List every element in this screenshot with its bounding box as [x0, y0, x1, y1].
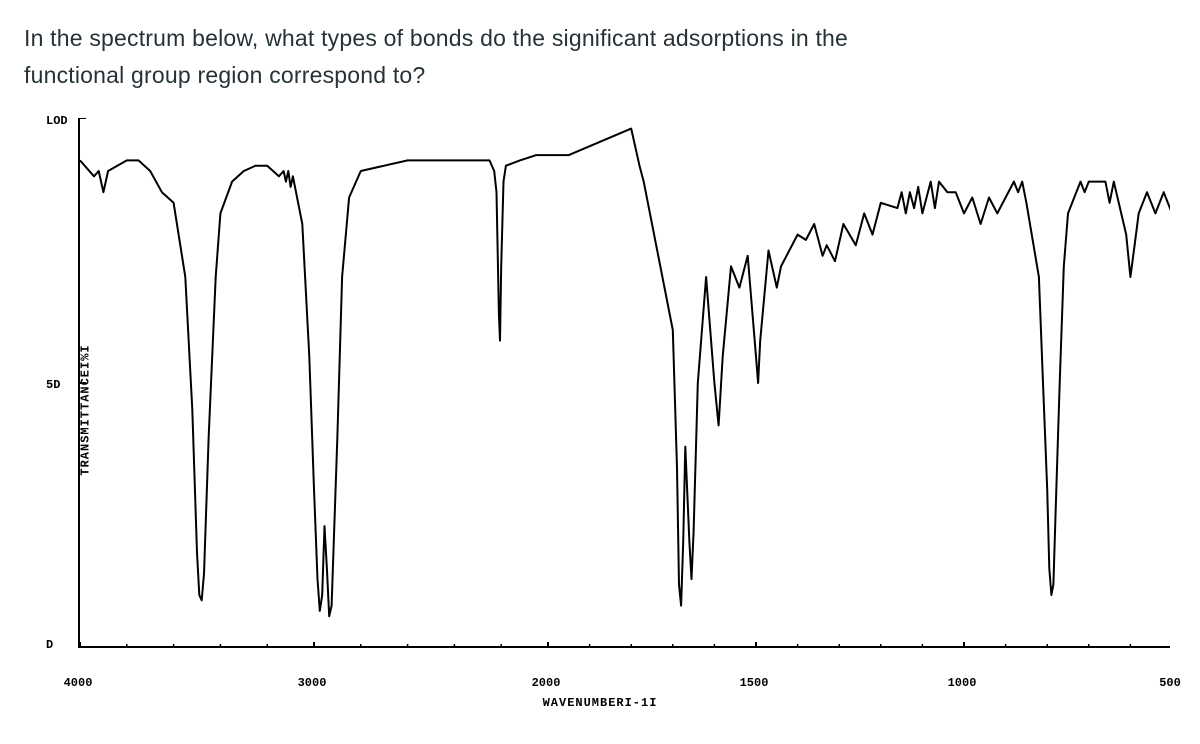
x-tick-1500: 1500 — [740, 676, 769, 690]
spectrum-plot-area — [78, 118, 1170, 648]
x-tick-500: 500 — [1159, 676, 1181, 690]
question-line1: In the spectrum below, what types of bon… — [24, 25, 848, 51]
question-text: In the spectrum below, what types of bon… — [24, 20, 1176, 94]
ir-spectrum-chart: TRANSMITTANCEI%I LOD 5D D 4000 3000 2000… — [20, 110, 1180, 710]
x-tick-1000: 1000 — [948, 676, 977, 690]
x-tick-4000: 4000 — [64, 676, 93, 690]
x-axis-label: WAVENUMBERI-1I — [543, 696, 658, 710]
y-tick-50: 5D — [46, 378, 60, 392]
x-tick-2000: 2000 — [532, 676, 561, 690]
x-tick-3000: 3000 — [298, 676, 327, 690]
question-line2: functional group region correspond to? — [24, 62, 425, 88]
y-tick-0: D — [46, 638, 53, 652]
y-tick-100: LOD — [46, 114, 68, 128]
